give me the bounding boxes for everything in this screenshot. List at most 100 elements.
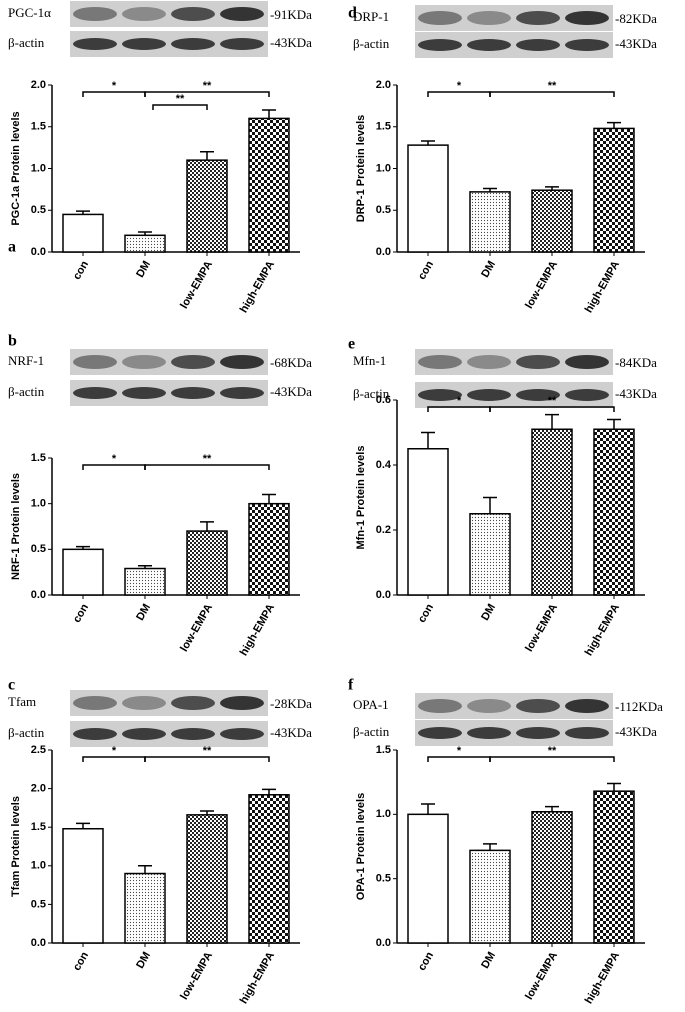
bar [62, 548, 104, 596]
blot-band [467, 11, 511, 25]
error-bar [76, 210, 90, 215]
blot-band [418, 699, 462, 713]
error-bar [545, 186, 559, 191]
error-bar [76, 545, 90, 550]
significance-label: ** [548, 80, 557, 92]
loading-label: β-actin [8, 725, 45, 740]
significance-label: * [457, 80, 462, 92]
error-bar [607, 121, 621, 129]
kda-label: -43KDa [615, 386, 657, 401]
blot-band [122, 355, 166, 369]
y-tick-label: 0.5 [31, 204, 46, 216]
blot-band [122, 728, 166, 740]
error-bar [262, 109, 276, 119]
bar [186, 814, 228, 944]
error-bar [200, 151, 214, 161]
y-tick-label: 0.6 [376, 394, 391, 406]
bar [407, 144, 449, 253]
blot-band [73, 38, 117, 50]
blot-band [565, 39, 609, 51]
bar [593, 428, 635, 596]
y-tick-label: 0.0 [31, 589, 46, 601]
blot-band [73, 7, 117, 21]
bar [469, 513, 511, 596]
kda-label: -82KDa [615, 11, 657, 26]
bar [531, 189, 573, 253]
panel-letter: c [8, 677, 15, 694]
blot-band [220, 728, 264, 740]
kda-label: -43KDa [615, 36, 657, 51]
y-tick-label: 1.5 [376, 121, 391, 133]
error-bar [421, 140, 435, 146]
error-bar [200, 810, 214, 815]
kda-label: -43KDa [270, 35, 312, 50]
y-axis-label: OPA-1 Protein levels [355, 793, 367, 900]
x-tick-label: DM [479, 602, 498, 623]
significance-label: ** [176, 93, 185, 105]
bar [469, 849, 511, 944]
y-tick-label: 1.0 [376, 162, 391, 174]
blot-band [516, 11, 560, 25]
y-tick-label: 0.2 [376, 524, 391, 536]
blot-band [171, 387, 215, 399]
x-tick-label: DM [479, 950, 498, 971]
y-axis-label: PGC-1a Protein levels [10, 111, 22, 225]
blot-band [565, 11, 609, 25]
significance-label: * [112, 80, 117, 92]
blot-band [565, 355, 609, 369]
blot-band [220, 387, 264, 399]
significance-label: * [457, 745, 462, 757]
bar [469, 191, 511, 253]
y-tick-label: 1.0 [31, 498, 46, 510]
x-tick-label: con [416, 602, 436, 625]
panel-letter: e [348, 336, 355, 353]
loading-label: β-actin [8, 384, 45, 399]
loading-label: β-actin [353, 724, 390, 739]
error-bar [76, 822, 90, 829]
error-bar [545, 413, 559, 430]
blot-band [171, 7, 215, 21]
bar [248, 502, 290, 596]
blot-band [418, 355, 462, 369]
error-bar [607, 782, 621, 792]
significance-bracket [152, 104, 208, 110]
y-tick-label: 0.0 [31, 937, 46, 949]
blot-band [73, 728, 117, 740]
loading-label: β-actin [353, 36, 390, 51]
x-tick-label: low-EMPA [178, 602, 215, 654]
x-tick-label: low-EMPA [178, 950, 215, 1002]
blot-band [171, 355, 215, 369]
significance-bracket [82, 756, 146, 762]
y-tick-label: 0.5 [31, 898, 46, 910]
x-tick-label: high-EMPA [583, 259, 622, 315]
blot-band [171, 696, 215, 710]
significance-bracket [144, 756, 270, 762]
blot-band [565, 699, 609, 713]
error-bar [138, 865, 152, 874]
y-tick-label: 1.5 [31, 821, 46, 833]
blot-band [73, 387, 117, 399]
blot-band [122, 387, 166, 399]
bar [248, 794, 290, 944]
blot-band [73, 696, 117, 710]
significance-bracket [82, 91, 146, 97]
significance-bracket [489, 91, 615, 97]
blot-band [418, 39, 462, 51]
significance-bracket [144, 91, 270, 97]
significance-label: ** [203, 453, 212, 465]
significance-label: ** [203, 745, 212, 757]
significance-bracket [82, 464, 146, 470]
panel-letter: d [348, 5, 357, 22]
error-bar [138, 231, 152, 236]
blot-band [516, 355, 560, 369]
bar [531, 811, 573, 944]
y-axis-label: NRF-1 Protein levels [10, 473, 22, 580]
x-tick-label: con [416, 950, 436, 973]
blot-band [418, 727, 462, 739]
significance-label: ** [548, 745, 557, 757]
significance-label: ** [548, 395, 557, 407]
y-tick-label: 0.5 [376, 873, 391, 885]
bar [407, 448, 449, 596]
blot-band [467, 39, 511, 51]
